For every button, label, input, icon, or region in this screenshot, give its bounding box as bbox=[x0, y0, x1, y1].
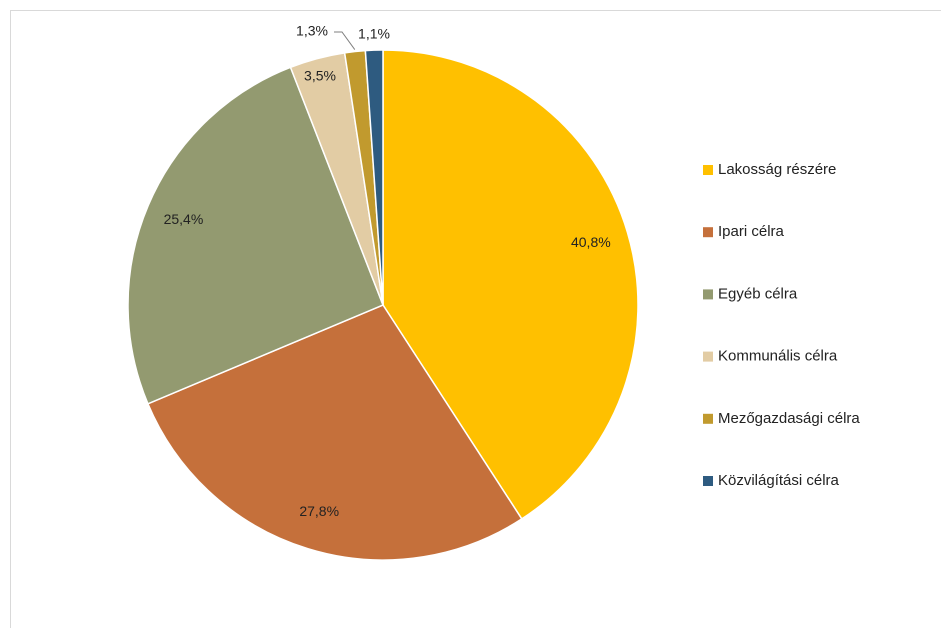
data-label: 3,5% bbox=[304, 68, 336, 84]
data-label: 40,8% bbox=[571, 234, 611, 250]
legend-swatch bbox=[703, 476, 713, 486]
chart-border bbox=[10, 10, 941, 628]
data-label: 25,4% bbox=[164, 211, 204, 227]
legend-label: Lakosság részére bbox=[718, 161, 836, 178]
legend-swatch bbox=[703, 165, 713, 175]
data-label: 27,8% bbox=[299, 503, 339, 519]
pie-slice bbox=[382, 49, 639, 520]
legend-label: Ipari célra bbox=[718, 223, 785, 240]
legend-label: Mezőgazdasági célra bbox=[718, 410, 860, 427]
pie-slice bbox=[364, 49, 384, 306]
legend-swatch bbox=[703, 289, 713, 300]
legend-label: Közvilágítási célra bbox=[718, 472, 840, 489]
legend-label: Kommunális célra bbox=[718, 348, 838, 365]
data-label: 1,3% bbox=[296, 23, 328, 39]
legend-label: Egyéb célra bbox=[718, 285, 798, 302]
pie-slice bbox=[146, 304, 523, 561]
legend-swatch bbox=[703, 351, 713, 362]
data-label: 1,1% bbox=[358, 26, 390, 42]
legend-swatch bbox=[703, 413, 713, 424]
pie-slice bbox=[127, 66, 384, 405]
legend-swatch bbox=[703, 227, 713, 238]
leader-line bbox=[334, 31, 356, 50]
